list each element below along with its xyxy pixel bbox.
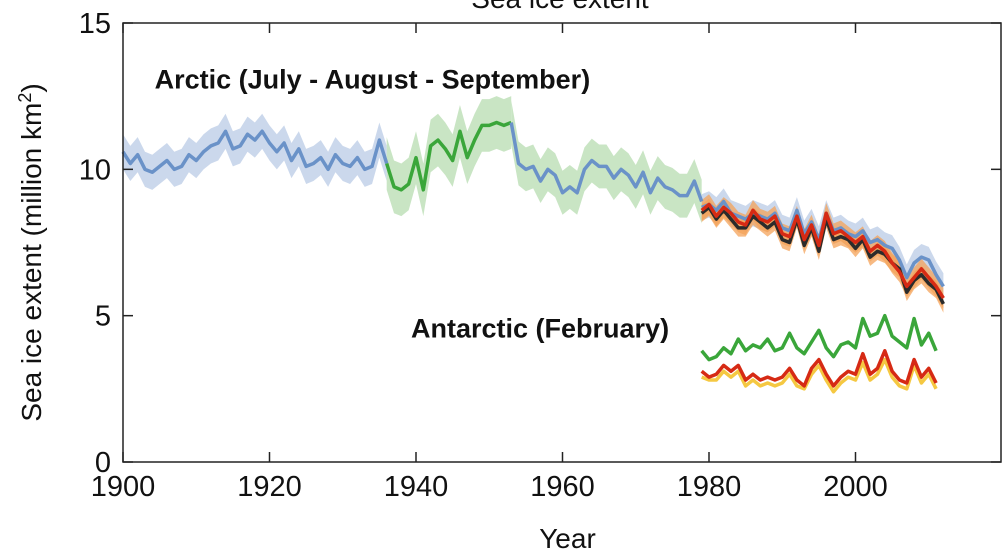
y-axis-label-text: Sea ice extent (million km [16, 103, 47, 422]
y-axis-label-superscript: 2 [15, 93, 35, 103]
x-axis-label: Year [539, 523, 596, 553]
line-series-2 [509, 122, 704, 203]
x-tick-label-1920: 1920 [237, 471, 302, 503]
chart-title: Sea ice extent [471, 0, 649, 14]
band-series-2 [511, 100, 702, 224]
annotation-antarctic: Antarctic (February) [411, 313, 669, 343]
y-tick-label-15: 15 [79, 8, 111, 40]
line-series-5 [700, 202, 945, 300]
y-tick-label-5: 5 [95, 301, 111, 333]
y-tick-label-0: 0 [95, 447, 111, 479]
annotation-arctic: Arctic (July - August - September) [155, 65, 591, 95]
x-tick-label-1940: 1940 [384, 471, 449, 503]
band-series-0 [123, 113, 387, 190]
uncertainty-bands [123, 96, 944, 313]
tick-labels: 1900 1920 1940 1960 1980 2000 0 5 10 15 [79, 8, 888, 503]
line-series-8 [700, 349, 938, 388]
x-tick-label-1900: 1900 [91, 471, 156, 503]
line-series-0 [121, 129, 389, 175]
x-tick-label-2000: 2000 [823, 471, 888, 503]
line-series-1 [385, 120, 512, 192]
line-series-6 [700, 313, 938, 362]
x-tick-label-1980: 1980 [677, 471, 742, 503]
axis-ticks [122, 22, 1001, 463]
y-axis-label: Sea ice extent (million km2) [15, 83, 47, 421]
series-lines [121, 120, 945, 394]
line-series-7 [701, 357, 938, 394]
x-tick-label-1960: 1960 [530, 471, 595, 503]
y-axis-label-close: ) [16, 83, 47, 92]
y-tick-label-10: 10 [79, 154, 111, 186]
